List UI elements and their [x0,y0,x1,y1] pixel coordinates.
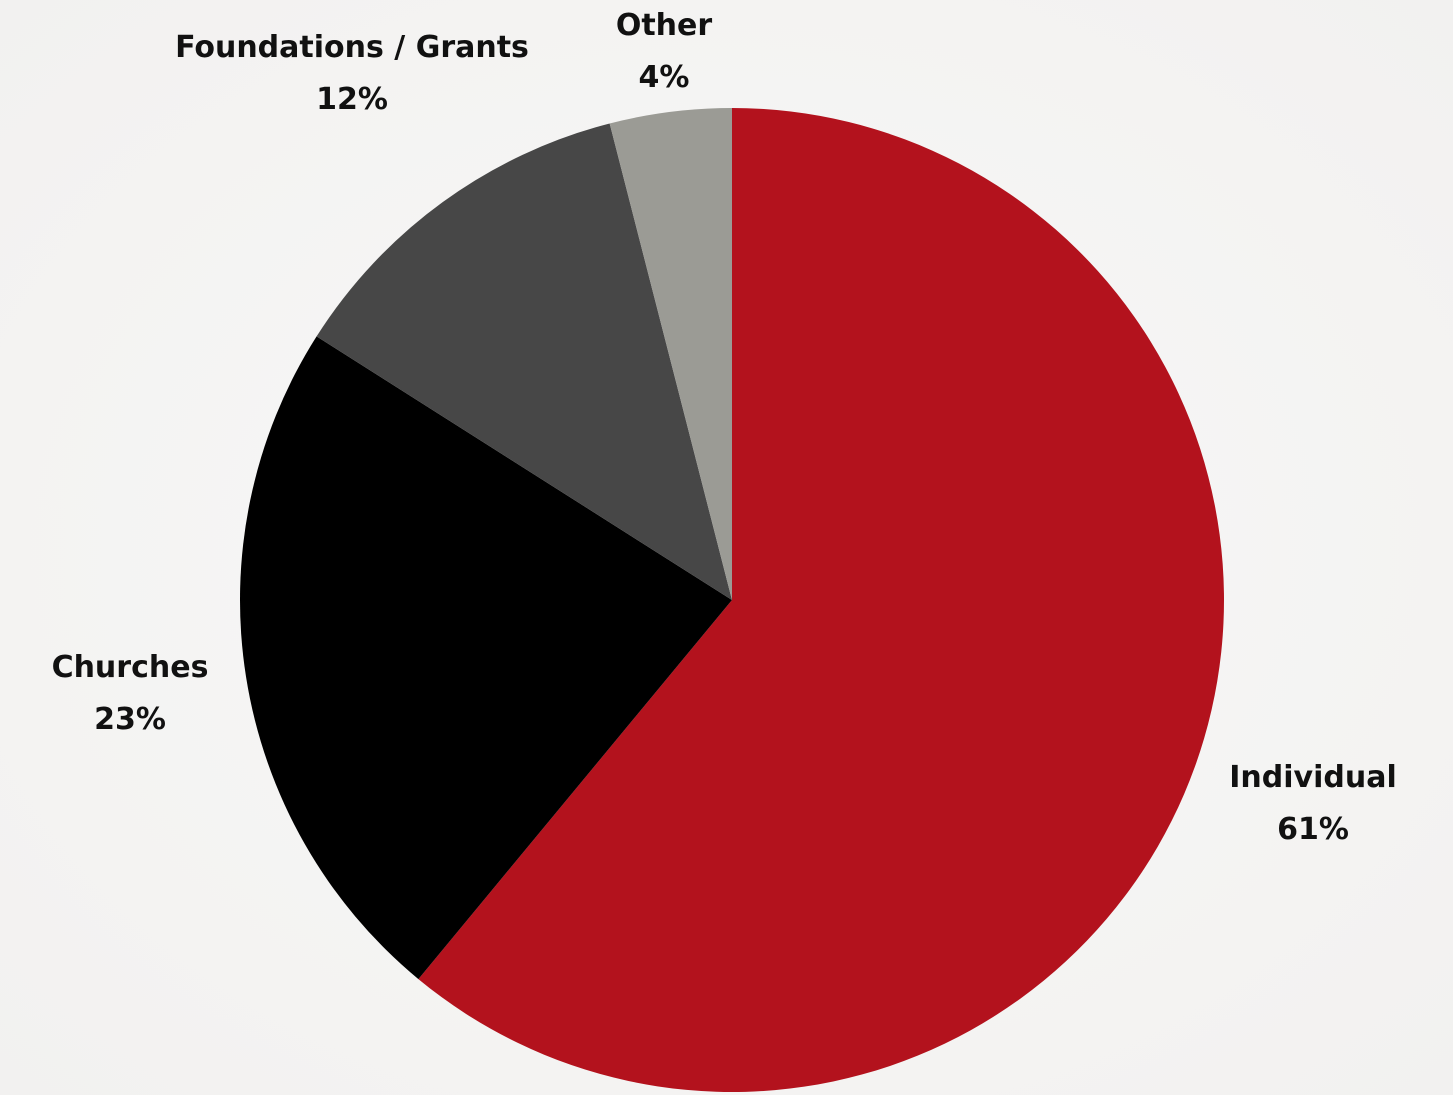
slice-label-foundations-grants: Foundations / Grants 12% [175,22,529,126]
slice-name-individual: Individual [1229,760,1397,795]
pie-slice-individual [418,108,1224,1092]
slice-value-churches: 23% [94,702,166,737]
slice-value-other: 4% [638,60,690,95]
pie-slice-foundations-grants [316,123,732,600]
pie-slice-churches [239,336,732,980]
pie-slice-other [609,108,732,600]
slice-name-other: Other [615,8,713,43]
slice-name-churches: Churches [51,650,209,685]
slice-value-individual: 61% [1277,812,1349,847]
slice-label-individual: Individual 61% [1229,752,1396,856]
slice-value-foundations-grants: 12% [316,82,388,117]
slice-label-churches: Churches 23% [52,642,209,746]
slice-name-foundations-grants: Foundations / Grants [175,30,529,65]
slice-label-other: Other 4% [616,0,712,104]
